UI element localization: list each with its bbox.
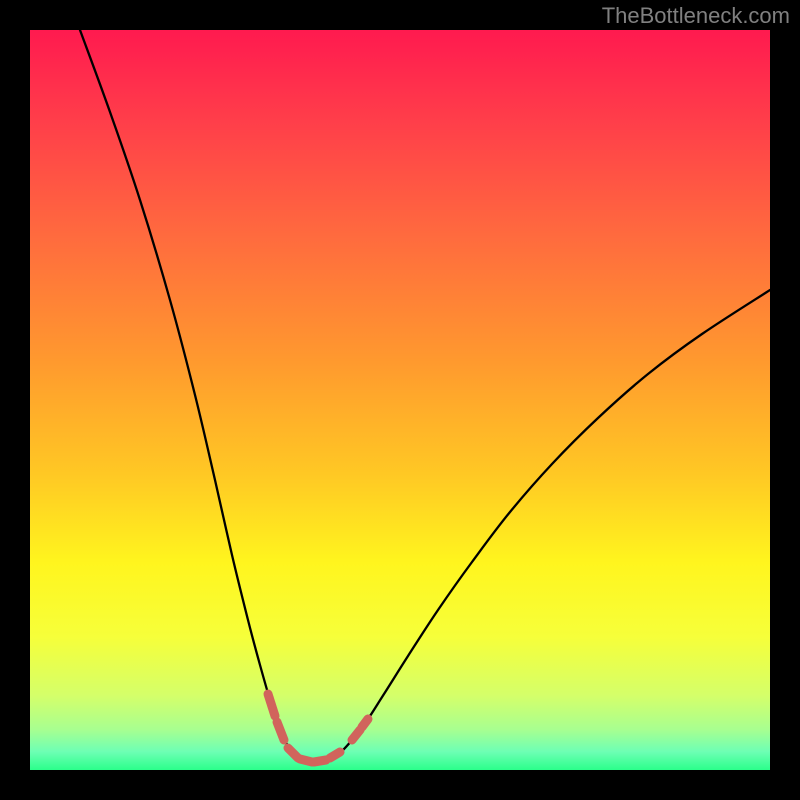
marker-segment: [362, 719, 368, 727]
marker-segment: [314, 760, 326, 762]
plot-background: [30, 30, 770, 770]
marker-segment: [352, 730, 360, 740]
chart-container: TheBottleneck.com: [0, 0, 800, 800]
marker-segment: [330, 752, 340, 758]
watermark-text: TheBottleneck.com: [602, 3, 790, 29]
bottleneck-chart: [0, 0, 800, 800]
